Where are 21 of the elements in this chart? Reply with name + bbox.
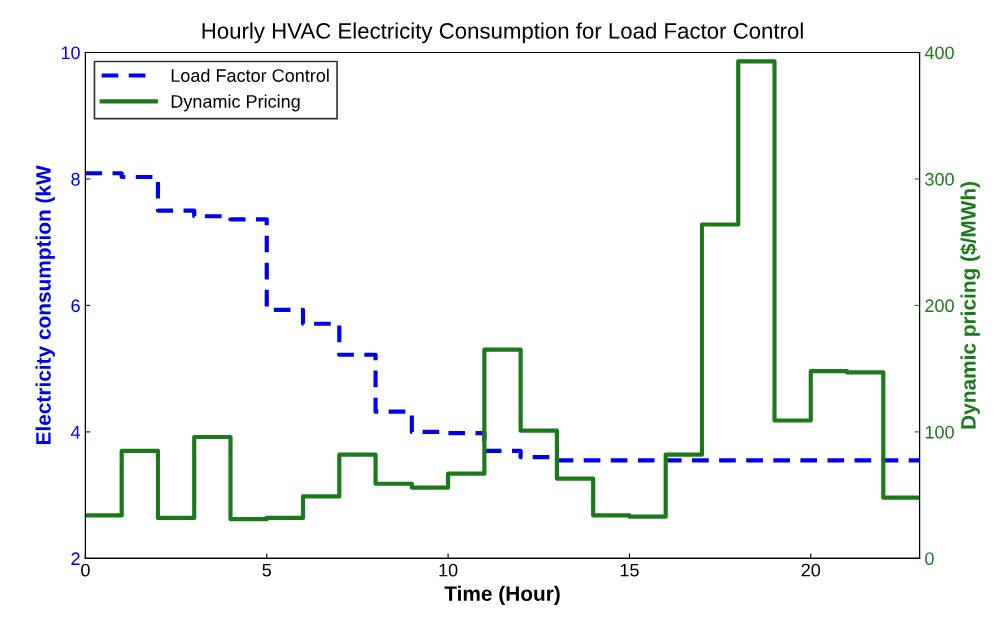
x-tick-label: 10 <box>439 563 458 577</box>
x-tick-label: 15 <box>620 563 639 577</box>
y-tick-label: 10 <box>61 46 80 60</box>
y2-tick-label: 100 <box>925 425 954 439</box>
y2-axis-title: Dynamic pricing ($/MWh) <box>960 182 980 429</box>
y2-tick-label: 300 <box>925 172 954 186</box>
y-tick-label: 4 <box>70 426 81 439</box>
y-axis-title: Electricity consumption (kW <box>35 165 55 445</box>
x-tick-label: 5 <box>262 563 272 577</box>
x-axis-title: Time (Hour) <box>444 585 560 606</box>
y2-tick-label: 0 <box>925 552 934 566</box>
x-tick-label: 20 <box>801 563 821 577</box>
y-tick-label: 6 <box>71 299 80 313</box>
legend-label: Dynamic Pricing <box>171 94 300 112</box>
y2-tick-label: 400 <box>924 46 954 60</box>
x-tick-label: 0 <box>81 563 90 577</box>
y-tick-label: 8 <box>71 172 80 186</box>
chart-title: Hourly HVAC Electricity Consumption for Load Factor Control <box>202 22 803 44</box>
y-tick-label: 2 <box>71 552 80 565</box>
legend-label: Load Factor Control <box>171 68 329 82</box>
y2-tick-label: 200 <box>925 299 954 313</box>
